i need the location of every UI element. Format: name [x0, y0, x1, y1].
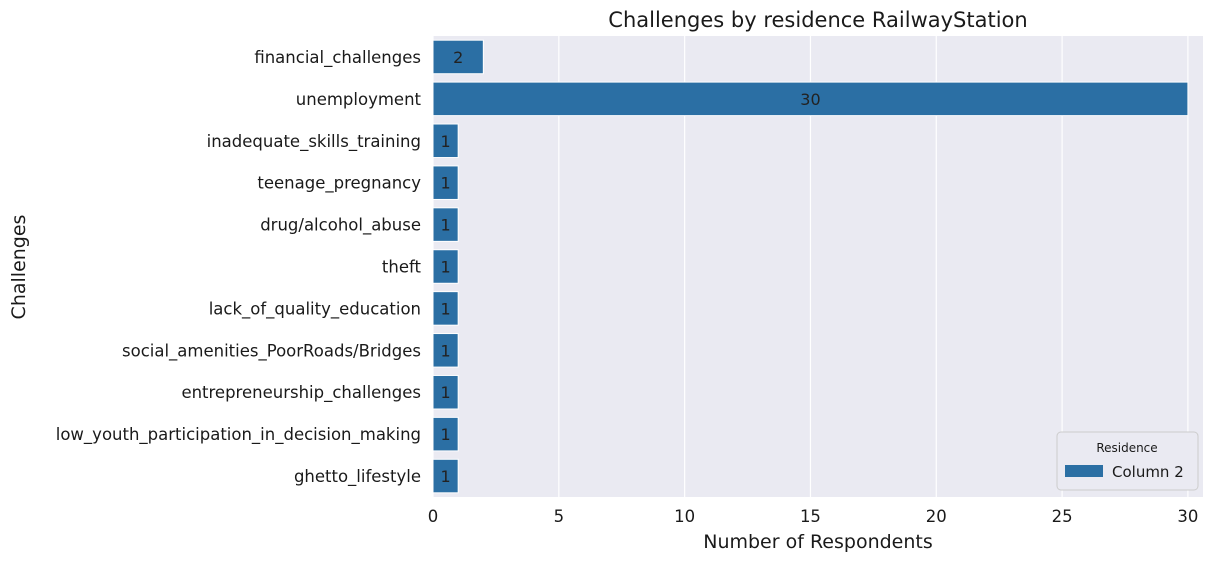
- x-axis-label: Number of Respondents: [703, 531, 933, 553]
- y-tick-label: drug/alcohol_abuse: [260, 216, 421, 236]
- bars: [432, 39, 1189, 494]
- bar: [432, 39, 484, 75]
- bar: [432, 207, 459, 242]
- legend-swatch: [1065, 465, 1103, 477]
- x-tick-label: 30: [1177, 507, 1198, 526]
- bar-value-label: 1: [440, 341, 450, 360]
- legend: Residence Column 2: [1056, 431, 1199, 491]
- y-axis-label: Challenges: [8, 215, 30, 320]
- y-tick-label: inadequate_skills_training: [207, 132, 421, 152]
- x-tick-label: 0: [428, 507, 439, 526]
- bar-value-label: 1: [440, 174, 450, 193]
- y-tick-label: entrepreneurship_challenges: [181, 383, 421, 403]
- bar: [432, 416, 459, 452]
- x-tick-label: 25: [1052, 507, 1073, 526]
- bar: [432, 333, 459, 368]
- legend-entry: Column 2: [1112, 463, 1184, 481]
- chart-title: Challenges by residence RailwayStation: [608, 8, 1027, 32]
- bar-value-label: 1: [440, 425, 450, 444]
- bar: [432, 374, 459, 410]
- bar: [432, 165, 459, 200]
- bar-value-label: 1: [440, 299, 450, 318]
- y-tick-label: low_youth_participation_in_decision_maki…: [56, 425, 421, 445]
- bar-value-label: 2: [453, 48, 463, 67]
- y-tick-label: ghetto_lifestyle: [294, 467, 421, 487]
- x-tick-label: 10: [674, 507, 695, 526]
- x-tick-label: 15: [800, 507, 821, 526]
- legend-title: Residence: [1096, 441, 1157, 455]
- x-tick-label: 5: [554, 507, 565, 526]
- bar-labels: 2 30 1 1 1 1 1 1 1 1 1: [440, 48, 820, 486]
- y-tick-label: lack_of_quality_education: [209, 299, 421, 319]
- bar: [432, 291, 459, 326]
- bar: [432, 249, 459, 284]
- bar: [432, 81, 1189, 117]
- bar: [432, 123, 459, 159]
- y-tick-label: financial_challenges: [254, 48, 421, 68]
- bar-value-label: 30: [800, 90, 820, 109]
- bar-value-label: 1: [440, 132, 450, 151]
- bar-value-label: 1: [440, 216, 450, 235]
- bar: [432, 458, 459, 494]
- x-tick-label: 20: [926, 507, 947, 526]
- y-tick-label: teenage_pregnancy: [257, 174, 421, 194]
- y-tick-label: social_amenities_PoorRoads/Bridges: [122, 341, 421, 361]
- x-tick-labels: 0 5 10 15 20 25 30: [428, 507, 1199, 526]
- y-tick-label: unemployment: [296, 90, 422, 109]
- y-tick-label: theft: [382, 258, 422, 277]
- bar-value-label: 1: [440, 467, 450, 486]
- y-tick-labels: financial_challenges unemployment inadequa…: [56, 48, 422, 487]
- bar-value-label: 1: [440, 383, 450, 402]
- bar-value-label: 1: [440, 258, 450, 277]
